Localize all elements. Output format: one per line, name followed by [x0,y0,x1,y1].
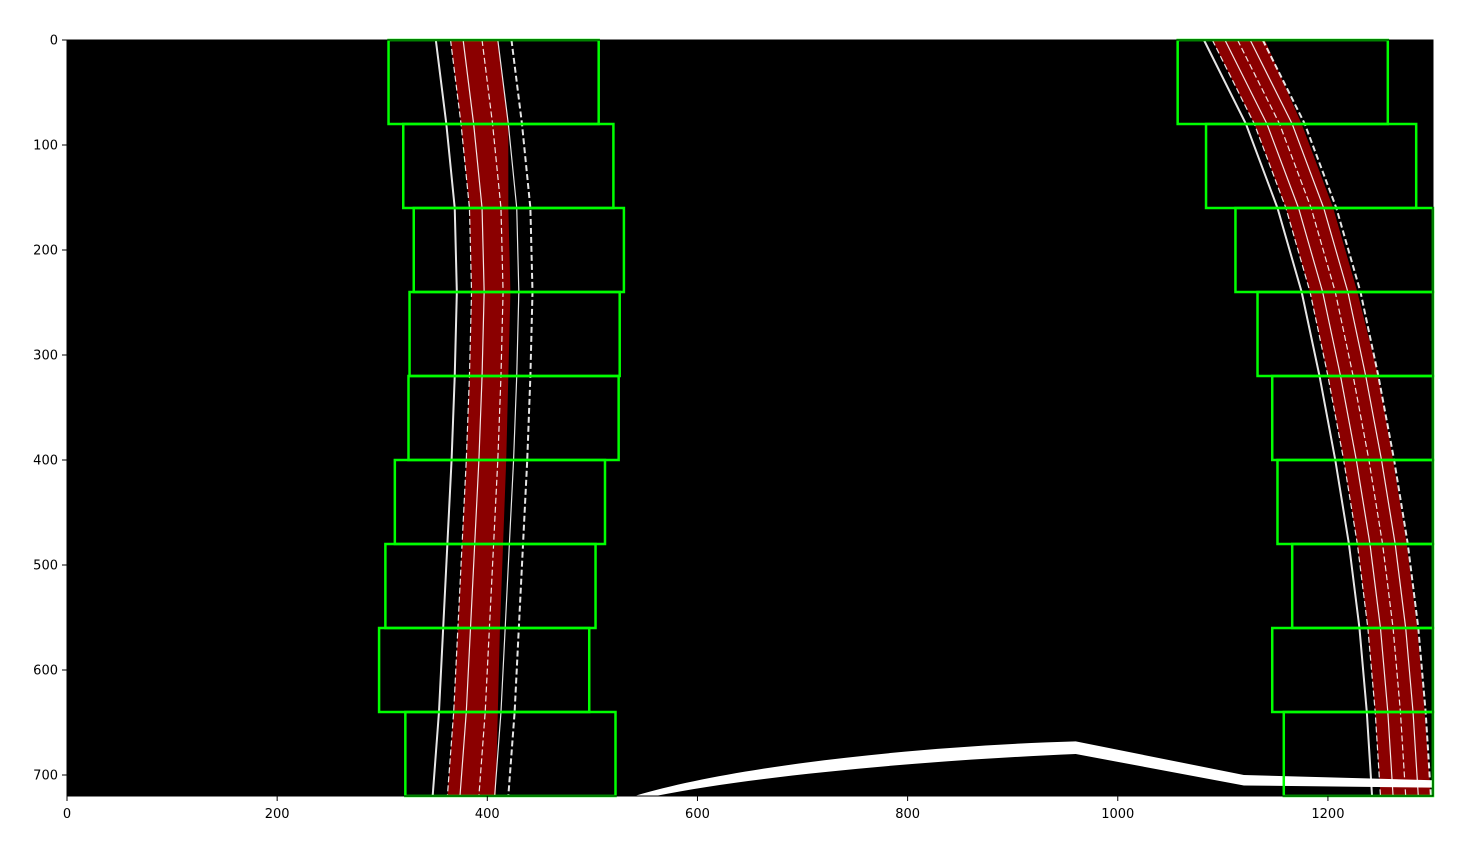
edge-line-left-3 [478,39,504,797]
lane-pixel-layer [447,40,1431,796]
plot-area [66,38,1435,798]
edge-pixel-layer [431,39,1433,797]
x-tick-label-1200: 1200 [1311,807,1344,822]
edge-line-left-1 [446,39,473,797]
lane-band-right [1212,40,1431,796]
x-tick-label-600: 600 [685,807,710,822]
axes-frame [66,39,1434,797]
road-edge-blob [634,741,1433,796]
x-tick-label-200: 200 [265,807,290,822]
y-tick-label-0: 0 [50,34,58,49]
y-tick-label-300: 300 [33,349,58,364]
edge-line-right-2 [1224,39,1394,797]
y-axis: 0 100 200 300 400 500 600 700 [33,34,67,784]
y-tick-label-600: 600 [33,664,58,679]
x-tick-label-800: 800 [895,807,920,822]
edge-line-right-3 [1237,39,1407,797]
x-axis: 0 200 400 600 800 1000 1200 [63,796,1344,822]
edge-line-right-1 [1211,39,1382,797]
x-tick-label-0: 0 [63,807,71,822]
x-tick-label-400: 400 [475,807,500,822]
y-tick-label-500: 500 [33,559,58,574]
edge-line-left-2 [459,39,485,797]
x-tick-label-1000: 1000 [1101,807,1134,822]
y-tick-label-100: 100 [33,139,58,154]
binary-image-background [67,40,1433,796]
edge-line-left-5 [507,39,534,797]
y-tick-label-400: 400 [33,454,58,469]
y-tick-label-700: 700 [33,769,58,784]
lane-band-left [447,40,511,796]
edge-line-left-4 [494,39,520,797]
y-tick-label-200: 200 [33,244,58,259]
edge-line-right-5 [1261,39,1432,797]
edge-line-right-4 [1249,39,1419,797]
edge-line-right-0 [1203,39,1374,797]
edge-line-left-0 [431,39,458,797]
